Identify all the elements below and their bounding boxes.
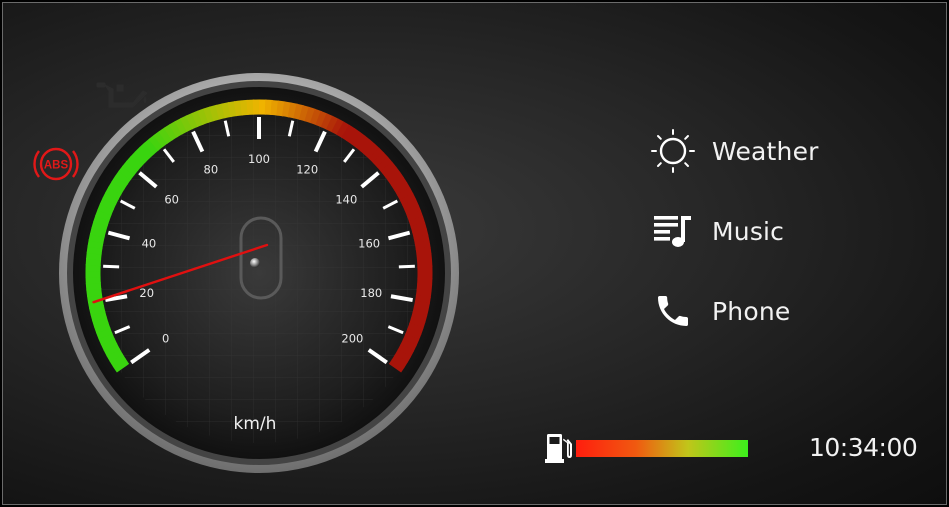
tick-label: 20 xyxy=(139,286,154,300)
tick-label: 100 xyxy=(248,152,270,166)
major-tick xyxy=(105,294,128,303)
tick-label: 120 xyxy=(296,163,318,177)
menu-label-music: Music xyxy=(712,216,785,246)
gauge-center-ring xyxy=(239,216,283,300)
major-tick xyxy=(313,130,327,153)
minor-tick xyxy=(382,199,399,210)
minor-tick xyxy=(287,120,295,137)
major-tick xyxy=(138,171,158,189)
tick-label: 140 xyxy=(335,193,357,207)
fuel-bar xyxy=(576,440,748,457)
fuel-gauge xyxy=(545,431,755,465)
phone-icon xyxy=(658,296,688,326)
major-tick xyxy=(387,230,411,241)
menu-item-phone[interactable]: Phone xyxy=(648,288,868,334)
major-tick xyxy=(360,171,380,189)
sun-icon xyxy=(651,129,695,173)
menu-item-weather[interactable]: Weather xyxy=(648,128,868,174)
tick-label: 0 xyxy=(162,331,169,345)
needle-hub xyxy=(250,258,260,268)
gauge-arc-segment xyxy=(388,359,405,373)
speed-needle xyxy=(92,243,269,304)
major-tick xyxy=(191,130,205,153)
oil-pressure-icon xyxy=(96,82,148,108)
clock-time: 10:34:00 xyxy=(809,433,918,462)
minor-tick xyxy=(223,120,231,137)
speedometer: 0 20 40 60 80 100 120 140 160 180 200 km/h xyxy=(59,73,459,473)
minor-tick xyxy=(387,325,404,335)
major-tick xyxy=(390,294,413,303)
abs-icon: ABS xyxy=(33,147,79,181)
major-tick xyxy=(130,348,151,365)
major-tick xyxy=(367,348,388,365)
minor-tick xyxy=(398,264,415,269)
tick-label: 200 xyxy=(341,331,363,345)
music-playlist-icon xyxy=(654,216,691,247)
menu-label-phone: Phone xyxy=(712,296,791,326)
tick-label: 40 xyxy=(142,236,157,250)
fuel-pump-icon xyxy=(545,434,572,463)
gauge-tick-labels: 0 20 40 60 80 100 120 140 160 180 200 xyxy=(139,152,382,345)
tick-label: 180 xyxy=(360,286,382,300)
minor-tick xyxy=(119,199,136,210)
minor-tick xyxy=(162,148,175,163)
tick-label: 80 xyxy=(204,163,219,177)
minor-tick xyxy=(114,325,131,335)
speed-unit-label: km/h xyxy=(234,414,277,434)
minor-tick xyxy=(103,264,120,269)
fuel-bar-fill xyxy=(576,440,748,457)
gauge-ticks xyxy=(103,117,415,365)
menu-item-music[interactable]: Music xyxy=(648,208,868,254)
menu-label-weather: Weather xyxy=(712,136,819,166)
gauge-color-arc xyxy=(85,99,433,373)
tick-label: 60 xyxy=(164,193,179,207)
tick-label: 160 xyxy=(358,236,380,250)
major-tick xyxy=(107,230,131,241)
abs-label: ABS xyxy=(44,160,69,172)
minor-tick xyxy=(343,148,356,163)
